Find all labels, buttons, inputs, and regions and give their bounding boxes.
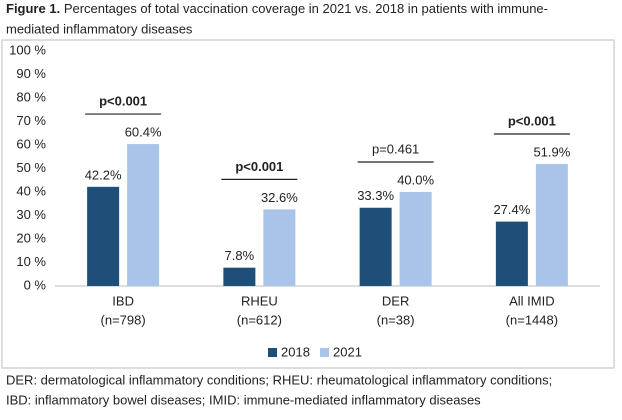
significance-label: p<0.001 — [235, 159, 283, 174]
bar — [127, 144, 160, 286]
bar — [223, 267, 256, 286]
footnote: DER: dermatological inflammatory conditi… — [6, 372, 552, 387]
y-tick-label: 80 % — [16, 89, 46, 104]
x-tick-label: (n=612) — [237, 312, 282, 327]
value-label: 42.2% — [85, 167, 122, 182]
y-tick-label: 70 % — [16, 113, 46, 128]
y-tick-label: 50 % — [16, 160, 46, 175]
y-tick-label: 60 % — [16, 136, 46, 151]
value-label: 33.3% — [357, 188, 394, 203]
x-tick-label: (n=1448) — [506, 312, 558, 327]
title-label: Figure 1. — [6, 1, 60, 16]
y-tick-label: 20 % — [16, 230, 46, 245]
legend-label: 2021 — [333, 344, 362, 359]
x-tick-label: RHEU — [241, 293, 278, 308]
bar — [263, 209, 296, 286]
bar — [359, 207, 392, 286]
figure-title: Figure 1. Percentages of total vaccinati… — [6, 1, 548, 16]
y-tick-label: 100 % — [9, 42, 46, 57]
significance-label: p<0.001 — [99, 93, 147, 108]
value-label: 7.8% — [225, 248, 255, 263]
legend-swatch — [320, 348, 329, 357]
x-tick-label: (n=798) — [101, 312, 146, 327]
y-tick-label: 30 % — [16, 207, 46, 222]
x-tick-label: All IMID — [509, 293, 555, 308]
y-tick-label: 90 % — [16, 66, 46, 81]
value-label: 40.0% — [397, 172, 434, 187]
significance-label: p=0.461 — [372, 141, 419, 156]
value-label: 60.4% — [125, 124, 162, 139]
value-label: 51.9% — [533, 144, 570, 159]
y-tick-label: 10 % — [16, 254, 46, 269]
bar — [535, 164, 568, 286]
y-tick-label: 40 % — [16, 183, 46, 198]
value-label: 27.4% — [493, 202, 530, 217]
bar — [495, 221, 528, 286]
bar — [399, 192, 432, 286]
value-label: 32.6% — [261, 190, 298, 205]
x-tick-label: IBD — [112, 293, 134, 308]
title-line: Percentages of total vaccination coverag… — [64, 1, 548, 16]
y-tick-label: 0 % — [24, 277, 47, 292]
x-tick-label: (n=38) — [377, 312, 415, 327]
x-tick-label: DER — [382, 293, 409, 308]
title-line: mediated inflammatory diseases — [6, 21, 193, 36]
footnote: IBD: inflammatory bowel diseases; IMID: … — [6, 392, 481, 407]
significance-label: p<0.001 — [508, 113, 556, 128]
bar — [87, 186, 120, 286]
legend-swatch — [268, 348, 277, 357]
legend-label: 2018 — [281, 344, 310, 359]
chart-border — [1, 39, 615, 369]
